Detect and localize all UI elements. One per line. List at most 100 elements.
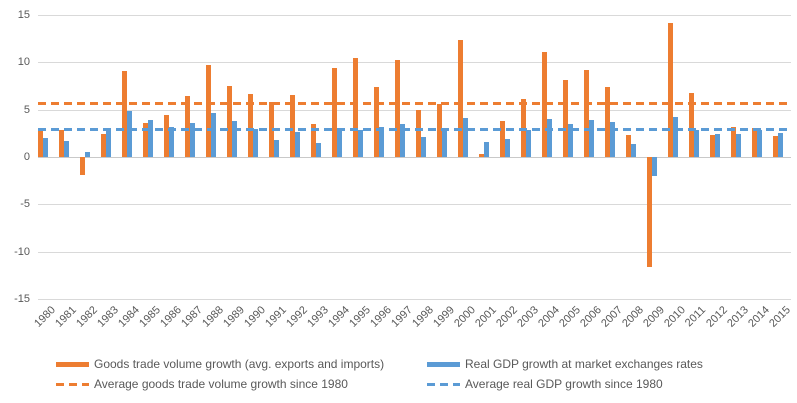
x-axis-label: 1982 bbox=[73, 304, 100, 330]
x-axis-label: 2010 bbox=[661, 304, 688, 330]
real-gdp-swatch-icon bbox=[427, 362, 460, 367]
bar-real-gdp-1987 bbox=[190, 122, 195, 157]
bar-real-gdp-2006 bbox=[589, 120, 594, 157]
bar-goods-trade-1982 bbox=[80, 157, 85, 175]
bar-real-gdp-1981 bbox=[64, 140, 69, 157]
bar-goods-trade-2009 bbox=[647, 157, 652, 267]
gridline bbox=[38, 62, 791, 64]
zero-gridline bbox=[38, 157, 791, 158]
x-axis-label: 2001 bbox=[472, 304, 499, 330]
x-axis-label: 1981 bbox=[52, 304, 79, 330]
avg-real-gdp-line bbox=[38, 128, 791, 132]
bar-real-gdp-2009 bbox=[652, 157, 657, 176]
y-axis-label: -10 bbox=[14, 245, 30, 258]
x-axis-label: 1998 bbox=[409, 304, 436, 330]
x-axis-label: 2004 bbox=[535, 304, 562, 330]
x-axis-label: 2014 bbox=[745, 304, 772, 330]
bar-real-gdp-1992 bbox=[295, 132, 300, 157]
bar-goods-trade-2000 bbox=[458, 39, 463, 157]
bar-real-gdp-2007 bbox=[610, 121, 615, 157]
gridline bbox=[38, 299, 791, 300]
x-axis-label: 1989 bbox=[220, 304, 247, 330]
bar-real-gdp-1994 bbox=[337, 127, 342, 157]
x-axis-label: 2011 bbox=[683, 304, 709, 330]
bar-goods-trade-2015 bbox=[773, 136, 778, 157]
bar-real-gdp-2001 bbox=[484, 141, 489, 157]
bar-goods-trade-1986 bbox=[164, 115, 169, 157]
y-axis-label: -15 bbox=[14, 293, 30, 305]
bar-goods-trade-1980 bbox=[38, 131, 43, 157]
legend-label-avg-real-gdp: Average real GDP growth since 1980 bbox=[465, 377, 663, 391]
bar-real-gdp-1998 bbox=[421, 137, 426, 157]
goods-trade-swatch-icon bbox=[56, 362, 89, 367]
bar-real-gdp-2000 bbox=[463, 118, 468, 157]
bar-real-gdp-1986 bbox=[169, 126, 174, 157]
x-axis-label: 1991 bbox=[262, 304, 289, 330]
bar-goods-trade-1992 bbox=[290, 95, 295, 157]
x-axis-label: 1984 bbox=[115, 304, 142, 330]
x-axis-label: 2009 bbox=[640, 304, 667, 330]
legend-label-avg-goods-trade: Average goods trade volume growth since … bbox=[94, 377, 348, 391]
bar-real-gdp-2011 bbox=[694, 130, 699, 157]
bar-real-gdp-1984 bbox=[127, 110, 132, 157]
y-axis-label: 5 bbox=[23, 103, 30, 116]
x-axis-label: 1986 bbox=[157, 304, 184, 330]
gridline bbox=[38, 251, 791, 253]
bar-goods-trade-2011 bbox=[689, 92, 694, 157]
bar-goods-trade-1997 bbox=[395, 60, 400, 157]
bar-goods-trade-1994 bbox=[332, 68, 337, 157]
bar-real-gdp-2015 bbox=[778, 133, 783, 157]
bar-goods-trade-1984 bbox=[122, 70, 127, 157]
bar-goods-trade-1981 bbox=[59, 130, 64, 157]
bar-real-gdp-1990 bbox=[253, 128, 258, 157]
x-axis-label: 2013 bbox=[724, 304, 751, 330]
x-axis-label: 1994 bbox=[325, 304, 352, 330]
y-axis-label: 10 bbox=[17, 56, 30, 69]
bar-real-gdp-2012 bbox=[715, 134, 720, 157]
bar-real-gdp-2002 bbox=[505, 139, 510, 157]
gridline bbox=[38, 15, 791, 16]
gridline bbox=[38, 109, 791, 111]
bar-real-gdp-1983 bbox=[106, 128, 111, 157]
bar-goods-trade-2005 bbox=[563, 80, 568, 157]
y-axis-label: 15 bbox=[17, 9, 30, 21]
gridline bbox=[38, 204, 791, 206]
x-axis-label: 1992 bbox=[283, 304, 310, 330]
bar-goods-trade-1993 bbox=[311, 123, 316, 157]
bar-real-gdp-1997 bbox=[400, 123, 405, 157]
bar-real-gdp-1982 bbox=[85, 152, 90, 157]
bar-goods-trade-2002 bbox=[500, 121, 505, 157]
bar-real-gdp-2013 bbox=[736, 134, 741, 157]
bar-goods-trade-2008 bbox=[626, 135, 631, 157]
bar-goods-trade-1998 bbox=[416, 109, 421, 157]
bar-goods-trade-1987 bbox=[185, 96, 190, 157]
bar-goods-trade-2013 bbox=[731, 126, 736, 157]
x-axis-label: 1999 bbox=[430, 304, 457, 330]
avg-real-gdp-dash-icon bbox=[427, 383, 460, 386]
bar-goods-trade-1988 bbox=[206, 65, 211, 157]
x-axis-label: 2005 bbox=[556, 304, 583, 330]
bar-real-gdp-1989 bbox=[232, 121, 237, 157]
avg-goods-trade-dash-icon bbox=[56, 383, 89, 386]
x-axis-label: 1997 bbox=[388, 304, 415, 330]
bar-real-gdp-1993 bbox=[316, 142, 321, 157]
bar-goods-trade-1996 bbox=[374, 86, 379, 157]
bar-real-gdp-1996 bbox=[379, 126, 384, 157]
x-axis-label: 1987 bbox=[178, 304, 205, 330]
bar-goods-trade-1983 bbox=[101, 134, 106, 157]
x-axis-label: 1980 bbox=[31, 304, 58, 330]
bar-goods-trade-2014 bbox=[752, 127, 757, 157]
bar-real-gdp-1988 bbox=[211, 113, 216, 157]
x-axis-label: 2006 bbox=[577, 304, 604, 330]
x-axis-label: 1996 bbox=[367, 304, 394, 330]
bar-real-gdp-2005 bbox=[568, 123, 573, 157]
x-axis-label: 1985 bbox=[136, 304, 163, 330]
bar-real-gdp-2014 bbox=[757, 130, 762, 157]
bar-goods-trade-2007 bbox=[605, 86, 610, 157]
y-axis-label: -5 bbox=[20, 198, 30, 211]
legend-label-goods-trade: Goods trade volume growth (avg. exports … bbox=[94, 357, 385, 371]
x-axis-label: 2002 bbox=[493, 304, 520, 330]
x-axis-label: 1983 bbox=[94, 304, 121, 330]
x-axis-label: 2003 bbox=[514, 304, 541, 330]
bar-real-gdp-1980 bbox=[43, 138, 48, 157]
